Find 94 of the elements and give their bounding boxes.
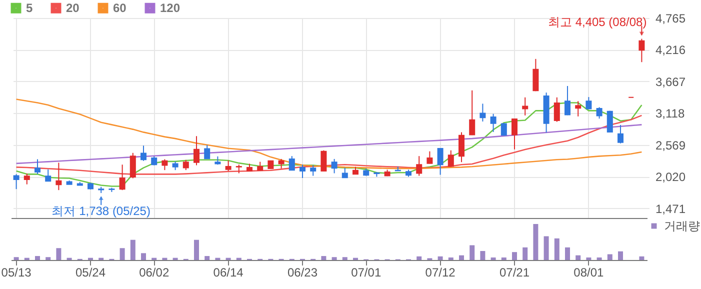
bar <box>576 255 581 260</box>
annotation: 최고 4,405 (08/08) <box>548 14 647 29</box>
bar <box>14 257 19 260</box>
candlestick <box>596 106 602 120</box>
legend-label: 20 <box>66 1 80 16</box>
y-tick-label: 1,471 <box>656 202 686 216</box>
candlestick <box>13 174 20 190</box>
legend-label: 60 <box>113 1 127 16</box>
bar <box>448 257 454 260</box>
candlestick <box>437 148 444 176</box>
bar <box>332 257 337 260</box>
bar <box>512 252 517 260</box>
y-tick-label: 4,216 <box>656 43 686 58</box>
y-tick-label: 4,765 <box>656 12 686 26</box>
y-tick-label: 3,118 <box>656 106 685 121</box>
bar <box>459 255 464 260</box>
y-tick-label: 3,667 <box>656 74 686 89</box>
y-tick-label: 2,569 <box>656 138 686 152</box>
x-tick-label: 08/01 <box>574 266 604 280</box>
bar <box>130 240 136 260</box>
bar <box>35 256 40 260</box>
x-tick-label: 06/14 <box>213 266 244 280</box>
bar <box>46 257 51 260</box>
bar <box>141 253 146 260</box>
candlestick <box>320 150 327 172</box>
x-tick-label: 06/02 <box>139 266 170 280</box>
candlestick <box>458 132 464 163</box>
candlestick <box>426 150 433 164</box>
candlestick <box>34 158 40 175</box>
bar <box>618 251 623 260</box>
candlestick <box>225 160 232 172</box>
candlestick <box>45 168 52 182</box>
bar <box>565 247 570 260</box>
bar <box>501 257 506 260</box>
candlestick <box>119 164 126 191</box>
bar <box>554 238 560 260</box>
candlestick <box>310 164 316 176</box>
candlestick <box>564 85 570 116</box>
legend-label: 5 <box>26 1 33 16</box>
candlestick <box>575 100 582 117</box>
bar <box>586 257 592 260</box>
candlestick <box>130 152 136 179</box>
candlestick <box>140 145 146 162</box>
x-tick-label: 05/13 <box>1 266 32 280</box>
bar <box>596 257 602 260</box>
annotation: 최저 1,738 (05/25) <box>52 204 150 218</box>
candlestick <box>469 90 476 136</box>
x-tick-label: 07/01 <box>351 266 382 280</box>
bar <box>522 247 528 260</box>
candlestick <box>490 113 496 132</box>
bar <box>480 251 486 260</box>
candlestick <box>56 162 62 191</box>
bar <box>56 248 62 260</box>
bar <box>544 236 549 260</box>
candlestick <box>204 144 210 160</box>
bar <box>194 240 199 260</box>
bar <box>438 256 443 260</box>
candlestick <box>512 118 518 150</box>
y-tick-label: 2,020 <box>656 170 686 184</box>
candlestick <box>278 158 284 169</box>
x-tick-label: 06/23 <box>287 266 318 280</box>
bar <box>607 254 612 260</box>
bar <box>120 248 125 260</box>
candlestick <box>182 159 189 171</box>
candlestick <box>162 158 168 171</box>
bar <box>416 256 422 260</box>
bar <box>470 245 475 260</box>
candlestick <box>606 110 613 133</box>
candlestick <box>24 173 30 185</box>
bar <box>321 256 326 260</box>
x-tick-label: 07/21 <box>499 266 530 280</box>
bar <box>639 256 644 260</box>
candlestick <box>554 96 560 122</box>
candlestick <box>448 150 454 168</box>
candlestick <box>532 58 539 92</box>
candlestick <box>288 156 295 171</box>
candlestick <box>638 38 645 63</box>
candlestick <box>586 96 592 110</box>
candlestick <box>331 158 338 174</box>
legend-label: 120 <box>160 1 180 16</box>
bar <box>204 256 210 260</box>
legend-label: 거래량 <box>664 219 700 233</box>
candlestick <box>300 164 306 178</box>
x-tick-label: 05/24 <box>75 266 106 280</box>
bar <box>533 224 538 260</box>
candlestick <box>416 156 422 176</box>
candlestick <box>522 96 528 116</box>
bar <box>342 257 348 260</box>
candlestick <box>342 167 348 178</box>
bar <box>490 257 496 260</box>
candlestick <box>618 124 624 144</box>
x-tick-label: 07/12 <box>425 266 456 280</box>
candlestick <box>194 136 200 166</box>
candlestick <box>480 103 486 122</box>
